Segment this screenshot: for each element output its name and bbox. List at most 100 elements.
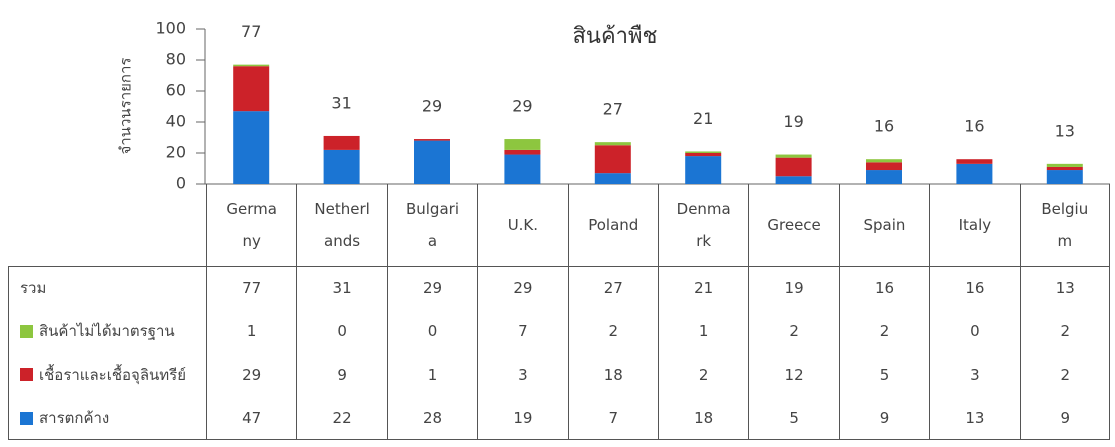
- bar-segment: [685, 156, 722, 184]
- table-cell: 47: [206, 396, 296, 440]
- bar-segment: [414, 139, 450, 141]
- bar-segment: [504, 139, 541, 150]
- row-label: สินค้าไม่ได้มาตรฐาน: [8, 310, 206, 354]
- y-tick-label: 40: [166, 112, 186, 131]
- table-cell-text: 9: [879, 409, 890, 428]
- bar-segment: [775, 154, 812, 158]
- table-cell-text: 5: [879, 365, 890, 384]
- table-cell-text: 1: [698, 322, 709, 341]
- y-tick-label: 0: [176, 174, 186, 193]
- x-tick-label: Italy: [929, 184, 1019, 266]
- x-tick-label-text: Poland: [588, 216, 639, 234]
- legend-text: สินค้าไม่ได้มาตรฐาน: [39, 322, 175, 341]
- table-cell-text: 28: [422, 409, 443, 428]
- bar-segment: [233, 111, 270, 184]
- x-tick-label: Spain: [838, 184, 929, 266]
- y-tick-label: 20: [166, 143, 186, 162]
- x-tick-label: Netherlands: [296, 184, 386, 266]
- total-label: 29: [422, 97, 442, 116]
- bar-segment: [594, 145, 631, 174]
- total-label: 77: [241, 22, 261, 41]
- table-cell: 7: [567, 396, 658, 440]
- total-label: 21: [693, 109, 713, 128]
- table-cell-text: 7: [518, 322, 528, 341]
- x-tick-label: Belgium: [1019, 184, 1110, 266]
- x-tick-label-text: U.K.: [507, 216, 539, 234]
- x-tick-label-text: Netherlands: [314, 200, 370, 250]
- bar-segment: [956, 159, 993, 164]
- table-cell-text: 9: [337, 365, 347, 384]
- bar-segment: [866, 159, 902, 163]
- table-cell: 18: [658, 396, 748, 440]
- x-tick-label-text: Spain: [863, 216, 906, 234]
- table-cell-text: 2: [879, 322, 890, 341]
- table-cell: 77: [206, 266, 296, 310]
- bar-segment: [1046, 166, 1083, 171]
- total-label: 13: [1055, 121, 1075, 140]
- table-cell-text: 21: [694, 278, 714, 297]
- bar-segment: [685, 153, 722, 157]
- table-cell: 29: [206, 353, 296, 397]
- bar-segment: [685, 151, 722, 153]
- table-cell: 16: [929, 266, 1019, 310]
- table-cell: 5: [838, 353, 929, 397]
- bar-segment: [775, 176, 812, 184]
- legend-text: เชื้อราและเชื้อจุลินทรีย์: [39, 365, 186, 384]
- table-cell: 3: [477, 353, 567, 397]
- table-cell-text: 13: [1055, 278, 1075, 297]
- table-cell: 1: [386, 353, 477, 397]
- table-cell: 0: [386, 309, 477, 353]
- y-tick-label: 100: [155, 19, 186, 38]
- table-cell: 7: [477, 309, 567, 353]
- table-cell-text: 12: [784, 365, 804, 384]
- x-tick-label: U.K.: [477, 184, 567, 266]
- table-cell: 19: [477, 396, 567, 440]
- table-cell: 29: [477, 266, 567, 310]
- bar-segment: [323, 149, 360, 184]
- bar-segment: [504, 154, 541, 184]
- table-cell-text: 2: [698, 365, 709, 384]
- table-cell: 16: [838, 266, 929, 310]
- table-cell: 2: [748, 309, 838, 353]
- bar-segment: [233, 64, 270, 67]
- table-cell-text: 29: [422, 278, 443, 297]
- total-label: 31: [331, 93, 351, 112]
- table-cell: 22: [296, 396, 386, 440]
- table-cell-text: 22: [332, 409, 352, 428]
- table-cell-text: 3: [970, 365, 980, 384]
- total-label: 29: [512, 97, 532, 116]
- table-cell-text: 2: [608, 322, 619, 341]
- table-cell-text: 31: [332, 278, 352, 297]
- x-tick-label-text: Greece: [767, 216, 821, 234]
- table-cell: 31: [296, 266, 386, 310]
- table-cell-text: 18: [694, 409, 714, 428]
- table-cell-text: 1: [246, 322, 257, 341]
- total-label: 19: [783, 112, 803, 131]
- table-cell-text: 0: [970, 322, 980, 341]
- x-tick-label-text: Belgium: [1041, 200, 1089, 250]
- bar-segment: [594, 173, 631, 184]
- table-cell: 2: [1019, 353, 1110, 397]
- bar-segment: [323, 135, 360, 150]
- table-cell: 2: [838, 309, 929, 353]
- table-cell-text: 29: [513, 278, 533, 297]
- table-cell: 13: [1019, 266, 1110, 310]
- total-label: 16: [964, 117, 984, 136]
- table-cell: 0: [929, 309, 1019, 353]
- bar-segment: [775, 157, 812, 177]
- row-label: รวม: [8, 266, 206, 310]
- bar-segment: [414, 140, 450, 184]
- table-cell-text: 13: [965, 409, 985, 428]
- bar-segment: [594, 142, 631, 146]
- table-cell-text: 3: [518, 365, 528, 384]
- table-cell-text: 9: [1060, 409, 1071, 428]
- table-cell: 28: [386, 396, 477, 440]
- table-cell: 2: [1019, 309, 1110, 353]
- row-label: สารตกค้าง: [8, 397, 206, 441]
- y-tick-label: 60: [166, 81, 186, 100]
- table-cell-text: 0: [337, 322, 347, 341]
- x-tick-label: Bulgaria: [386, 184, 477, 266]
- table-cell-text: 77: [242, 278, 262, 297]
